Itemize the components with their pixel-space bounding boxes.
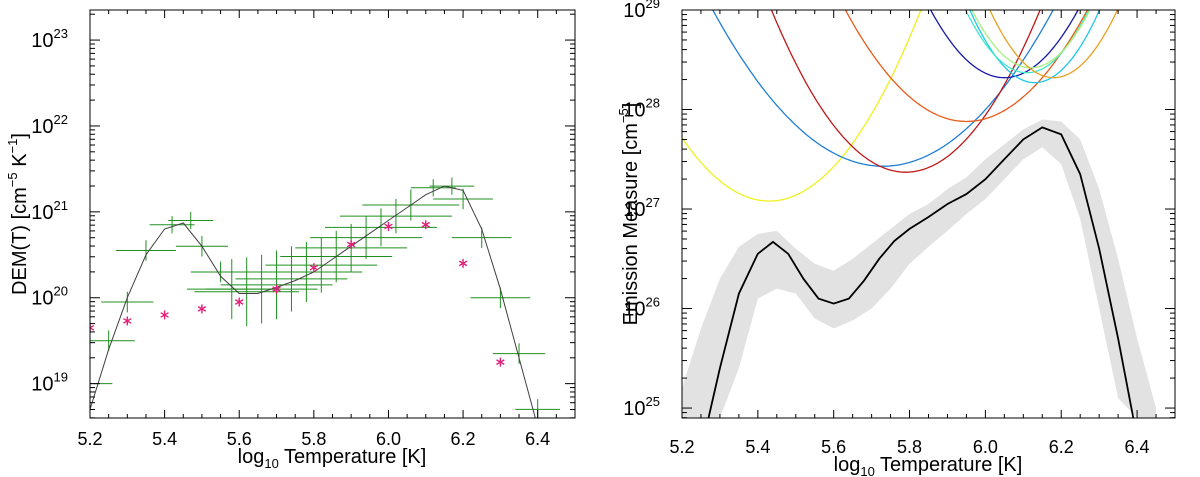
dem-axis-ticks — [89, 10, 576, 419]
dem-x-tick-label: 6.4 — [525, 429, 550, 449]
dem-plot-area — [90, 177, 561, 418]
em-loci-point — [496, 357, 505, 367]
em-loci-point — [160, 310, 169, 320]
dem-error-bar — [339, 198, 452, 234]
dem-y-tick-label: 1023 — [31, 26, 68, 52]
em-axis-ticks — [681, 9, 1176, 419]
dem-y-tick-labels: 1019 1020 1021 1022 1023 — [31, 26, 68, 396]
em-loci-curve-dark-red — [770, 10, 1041, 173]
dem-y-tick-label: 1019 — [31, 370, 68, 396]
em-uncertainty-band — [682, 119, 1156, 418]
em-panel: 5.2 5.4 5.6 5.8 6.0 6.2 6.4 102510261027102810… — [616, 0, 1176, 477]
dem-error-bar — [205, 254, 318, 324]
em-loci-curve-yellow — [682, 10, 922, 202]
em-y-tick-label: 1026 — [623, 295, 660, 321]
em-x-tick-label: 5.8 — [897, 437, 922, 457]
em-x-tick-label: 6.4 — [1125, 437, 1150, 457]
dem-error-bar — [168, 211, 214, 230]
dem-error-bar — [149, 216, 195, 234]
em-x-tick-labels: 5.2 5.4 5.6 5.8 6.0 6.2 6.4 — [669, 437, 1149, 457]
dem-error-bar — [410, 179, 456, 197]
dem-y-tick-label: 1021 — [31, 198, 68, 224]
em-plot-area — [682, 10, 1156, 418]
dem-x-tick-label: 5.8 — [301, 429, 326, 449]
dem-x-tick-label: 6.2 — [451, 429, 476, 449]
dem-error-bar — [194, 257, 299, 327]
dem-error-bar — [250, 241, 363, 303]
dem-x-tick-label: 6.0 — [376, 429, 401, 449]
em-loci-point — [90, 323, 95, 333]
em-loci-point — [384, 221, 393, 231]
em-loci-point — [309, 263, 319, 273]
dem-error-bar — [235, 246, 348, 312]
dem-error-bar — [90, 373, 113, 394]
dem-error-bar — [325, 208, 437, 247]
em-loci-point — [346, 239, 356, 249]
dem-y-tick-label: 1020 — [31, 284, 68, 310]
dem-error-bar — [116, 240, 176, 261]
em-loci-point — [272, 284, 281, 294]
em-x-tick-label: 5.6 — [821, 437, 846, 457]
em-x-axis-label: log10 Temperature [K] — [834, 454, 1023, 477]
dem-error-bar — [433, 188, 493, 210]
em-loci-point — [458, 258, 468, 268]
dem-error-bar — [492, 343, 546, 364]
em-loci-point — [234, 297, 244, 307]
dem-error-bar — [190, 261, 251, 283]
em-y-axis-label: Emission Measure [cm−5] — [616, 103, 642, 326]
dem-y-tick-label: 1022 — [31, 112, 68, 138]
dem-x-tick-labels: 5.2 5.4 5.6 5.8 6.0 6.2 6.4 — [77, 429, 550, 449]
em-loci-curve-orange-red — [844, 10, 1089, 123]
dem-y-axis-label: DEM(T) [cm−5 K−1] — [5, 133, 31, 295]
em-y-tick-label: 1025 — [623, 394, 660, 420]
dem-x-tick-label: 5.6 — [227, 429, 252, 449]
em-loci-curve-orange — [989, 10, 1119, 79]
em-x-tick-label: 5.4 — [745, 437, 770, 457]
em-loci-point — [197, 304, 207, 314]
dem-x-tick-label: 5.4 — [152, 429, 177, 449]
dem-error-bar — [310, 216, 423, 260]
em-x-tick-label: 6.2 — [1049, 437, 1074, 457]
em-loci-curve-blue — [712, 10, 1054, 167]
em-y-tick-label: 1027 — [623, 195, 660, 221]
dem-panel: 5.2 5.4 5.6 5.8 6.0 6.2 6.4 101910201021102210… — [5, 9, 576, 471]
dem-x-axis-label: log10 Temperature [K] — [238, 446, 427, 471]
em-x-tick-label: 6.0 — [973, 437, 998, 457]
em-curve — [707, 126, 1135, 418]
dem-x-tick-label: 5.2 — [77, 429, 102, 449]
dem-error-bar — [101, 291, 154, 313]
dem-error-bar — [429, 177, 475, 195]
em-x-tick-label: 5.2 — [669, 437, 694, 457]
dem-plot-frame — [89, 9, 576, 419]
em-loci-point — [123, 316, 132, 326]
dem-error-bar — [90, 330, 135, 352]
dem-error-bar — [265, 237, 378, 293]
em-y-tick-label: 1029 — [623, 0, 660, 22]
em-y-tick-label: 1028 — [623, 96, 660, 122]
em-loci-point — [421, 220, 431, 230]
em-y-tick-labels: 1025 1026 1027 1028 1029 — [623, 0, 660, 420]
